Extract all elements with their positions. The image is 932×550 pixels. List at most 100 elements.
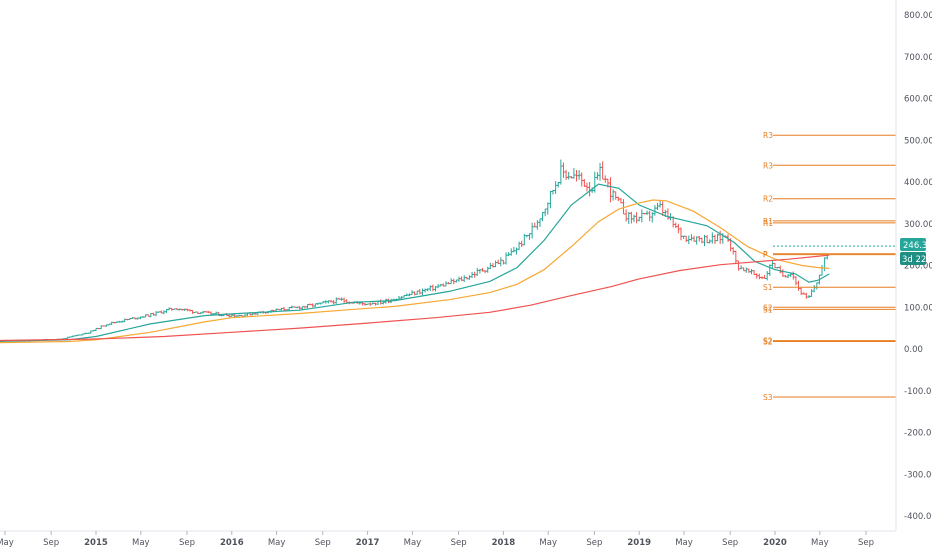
ohlc-bar xyxy=(209,311,213,315)
ohlc-bar xyxy=(128,318,132,320)
ohlc-bar xyxy=(632,214,636,223)
ohlc-bar xyxy=(499,257,503,267)
ohlc-bar xyxy=(700,237,704,244)
ohlc-bar xyxy=(752,270,756,276)
ohlc-bar xyxy=(616,196,620,202)
ohlc-bar xyxy=(290,305,294,309)
ohlc-bar xyxy=(483,270,487,274)
ohlc-bar xyxy=(162,310,166,315)
ohlc-bar xyxy=(674,222,678,229)
ohlc-bar xyxy=(770,260,774,268)
ohlc-bar xyxy=(650,212,654,223)
y-tick-label: 0.00 xyxy=(904,345,923,355)
ohlc-bar xyxy=(454,279,458,283)
ohlc-bar xyxy=(138,316,142,320)
ohlc-bar xyxy=(86,332,90,334)
ohlc-bar xyxy=(731,247,735,255)
ohlc-bar xyxy=(595,172,599,180)
ohlc-bar xyxy=(494,260,498,268)
ohlc-bar xyxy=(734,250,738,265)
ohlc-bar xyxy=(99,325,103,330)
ohlc-bar xyxy=(783,274,787,278)
ohlc-bar xyxy=(755,273,759,279)
ohlc-bar xyxy=(413,291,417,296)
ohlc-bar xyxy=(682,235,686,239)
ohlc-bar xyxy=(739,265,743,270)
ohlc-bar xyxy=(97,327,101,330)
ohlc-bar xyxy=(760,276,764,280)
pivot-label: P xyxy=(763,251,768,260)
ohlc-bar xyxy=(206,310,210,314)
ohlc-bar xyxy=(112,321,116,324)
ohlc-bar xyxy=(65,336,69,340)
ohlc-bar xyxy=(238,314,242,317)
ohlc-bar xyxy=(684,235,688,243)
ohlc-bar xyxy=(702,234,706,247)
ohlc-bar xyxy=(778,265,782,274)
y-tick-label: 600.00 xyxy=(904,95,932,105)
ohlc-bar xyxy=(379,299,383,305)
ohlc-bar xyxy=(781,269,785,277)
ohlc-bar xyxy=(212,313,216,315)
ohlc-bar xyxy=(823,257,827,272)
price-axis[interactable]: 800.00 700.00 600.00 500.00 400.00 300.00 200.… xyxy=(895,0,932,531)
moving-average-line-1 xyxy=(0,183,830,342)
pivot-label: S1 xyxy=(763,283,773,292)
ohlc-bar xyxy=(410,290,414,296)
ohlc-bar xyxy=(144,314,148,318)
ohlc-bar xyxy=(313,303,317,307)
ohlc-bar xyxy=(368,302,372,306)
ohlc-bar xyxy=(637,216,641,222)
pivot-label: R1 xyxy=(763,219,773,228)
ohlc-bar xyxy=(528,233,532,240)
ohlc-bar xyxy=(125,318,129,321)
pivot-label: S2 xyxy=(763,337,773,346)
ohlc-bar xyxy=(154,311,158,317)
ohlc-bar xyxy=(277,308,281,311)
ohlc-bar xyxy=(624,209,628,222)
ohlc-bar xyxy=(449,278,453,285)
y-tick-label: 100.00 xyxy=(904,303,932,313)
ohlc-bar xyxy=(742,267,746,272)
ohlc-bar xyxy=(91,329,95,332)
x-tick-label: May xyxy=(268,538,286,548)
ohlc-bar xyxy=(601,161,605,180)
ohlc-bar xyxy=(196,311,200,315)
time-axis[interactable]: May Sep 2015 May Sep 2016 May Sep 2017 May Sep 2018… xyxy=(0,530,896,548)
ohlc-bar xyxy=(802,292,806,295)
ohlc-bar xyxy=(420,288,424,296)
ohlc-bar xyxy=(716,233,720,242)
x-tick-label: 2016 xyxy=(220,538,244,548)
ohlc-bar xyxy=(820,264,824,276)
ohlc-bar xyxy=(73,335,77,337)
ohlc-bar xyxy=(68,336,72,338)
ohlc-bar xyxy=(292,306,296,308)
ohlc-bar xyxy=(614,191,618,200)
ohlc-bar xyxy=(436,284,440,289)
ohlc-bar xyxy=(363,303,367,306)
ohlc-bar xyxy=(551,189,555,195)
ohlc-bar xyxy=(687,235,691,245)
ohlc-bar xyxy=(418,289,422,295)
ohlc-bar xyxy=(588,182,592,197)
pivot-label: P xyxy=(763,250,768,259)
ohlc-bar xyxy=(358,302,362,305)
ohlc-bar xyxy=(334,297,338,304)
ohlc-bar xyxy=(191,310,195,314)
ohlc-bar xyxy=(473,271,477,278)
last-price-badge xyxy=(900,238,926,251)
ohlc-bar xyxy=(776,266,780,269)
ohlc-bar xyxy=(640,209,644,223)
x-tick-label: Sep xyxy=(315,538,331,548)
ohlc-bars xyxy=(0,159,829,342)
pivot-label: S2 xyxy=(763,337,773,346)
ohlc-bar xyxy=(332,299,336,305)
ohlc-bar xyxy=(768,264,772,276)
ohlc-bar xyxy=(188,309,192,312)
ohlc-bar xyxy=(70,335,74,338)
last-price-tag: 246.33 3d 22h xyxy=(900,238,932,265)
moving-average-line-2 xyxy=(0,199,830,344)
ohlc-bar xyxy=(462,275,466,283)
